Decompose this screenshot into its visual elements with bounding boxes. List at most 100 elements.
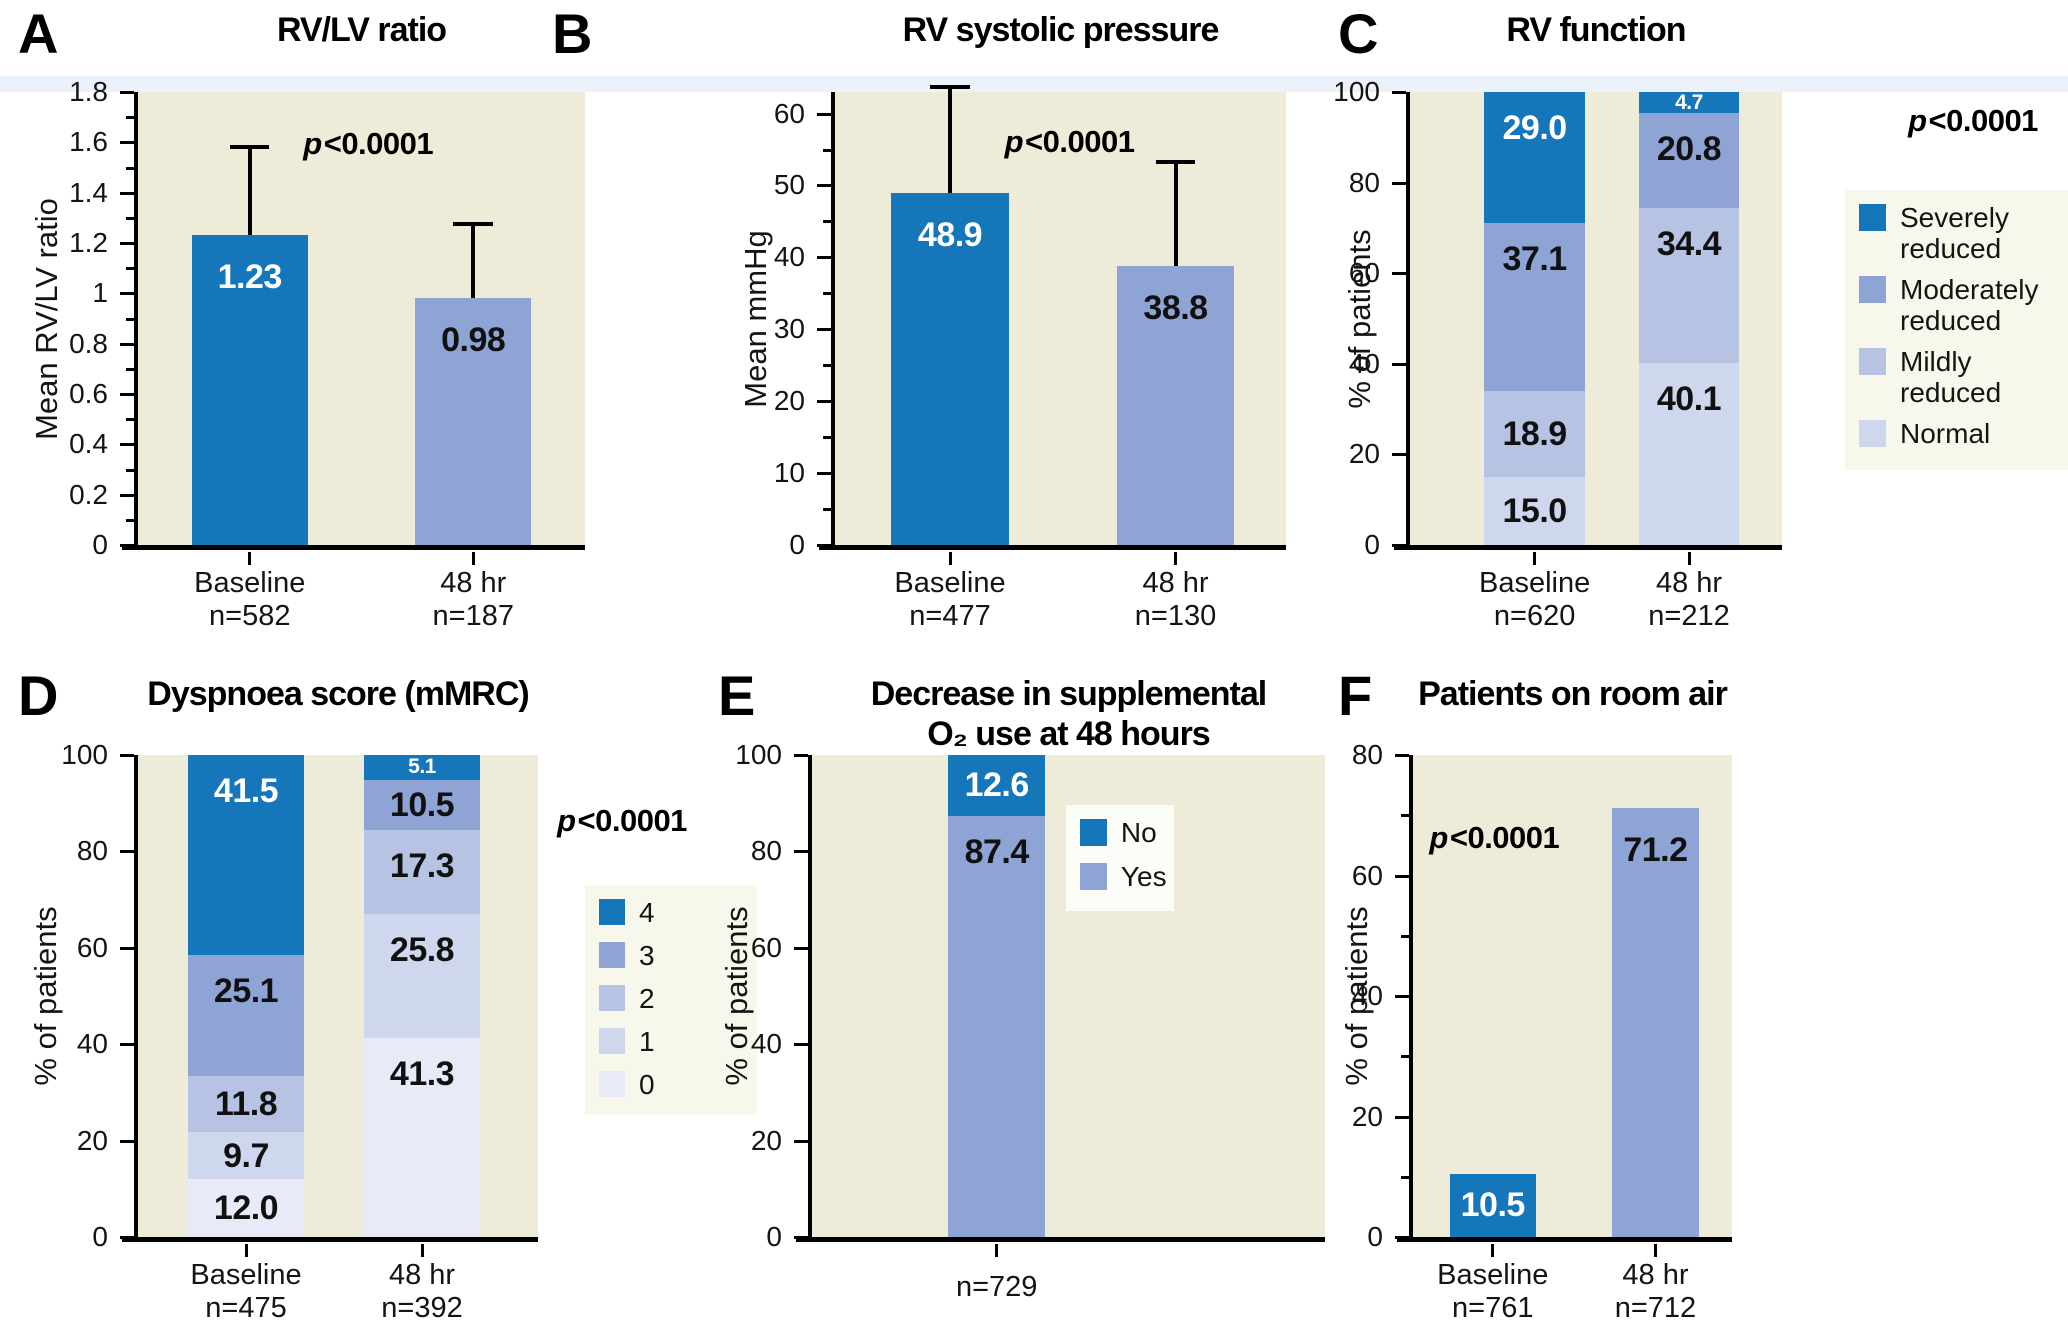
legend-label: 4	[639, 897, 655, 928]
x-category-tick	[471, 552, 475, 565]
y-tick-label: 1.4	[69, 176, 108, 208]
y-tick-label: 0	[789, 529, 805, 560]
y-axis-line	[1409, 755, 1413, 1237]
x-category-tick	[1687, 552, 1691, 565]
y-major-tick	[817, 400, 831, 404]
y-major-tick	[120, 191, 134, 195]
y-tick-label: 0.8	[69, 327, 108, 359]
y-tick-label: 1.8	[69, 76, 108, 107]
y-tick-label: 80	[750, 835, 782, 867]
legend-label: Severely reduced	[1900, 202, 2009, 264]
x-axis-line	[122, 1237, 538, 1242]
y-tick-label: 0	[92, 1221, 108, 1252]
x-category-label: Baseline n=761	[1437, 1259, 1548, 1325]
x-category-label: Baseline n=475	[190, 1259, 301, 1325]
y-tick-label: 60	[773, 97, 805, 129]
x-category-label-line: n=582	[209, 600, 291, 632]
x-category-label-line: n=130	[1134, 600, 1217, 632]
panel-letter-e: E	[718, 664, 755, 727]
bar: 10.5	[1449, 1173, 1536, 1237]
y-major-tick	[1395, 874, 1409, 878]
bar-segment: 37.1	[1484, 223, 1585, 392]
legend-item: 2	[585, 983, 757, 1026]
panel-title-f: Patients on room air	[1418, 675, 1728, 713]
legend-swatch	[1859, 420, 1886, 447]
y-tick-label: 1	[92, 277, 108, 309]
y-minor-tick	[823, 148, 831, 152]
bar-segment: 15.0	[1484, 477, 1585, 545]
p-value-label: p<0.0001	[1429, 820, 1560, 856]
y-minor-tick	[126, 367, 134, 371]
legend-item: No	[1066, 817, 1174, 861]
bar-value-label: 0.98	[441, 321, 506, 360]
y-axis-line	[808, 755, 812, 1237]
y-major-tick	[1395, 1236, 1409, 1239]
y-major-tick	[1392, 453, 1406, 457]
y-major-tick	[817, 112, 831, 116]
x-category-tick	[1491, 1244, 1495, 1257]
bar-value-label: 12.6	[964, 766, 1030, 805]
x-category-label-line: n=761	[1452, 1292, 1534, 1324]
panel-title-e-line1: Decrease in supplemental	[870, 675, 1268, 713]
y-minor-tick	[823, 292, 831, 296]
y-minor-tick	[126, 468, 134, 472]
panel-title-d: Dyspnoea score (mMRC)	[147, 675, 529, 713]
y-minor-tick	[1401, 1175, 1409, 1179]
bar-segment: 18.9	[1484, 391, 1585, 478]
y-tick-label: 100	[1333, 76, 1380, 107]
y-major-tick	[120, 242, 134, 245]
bar-value-label: 4.7	[1675, 90, 1703, 114]
y-major-tick	[120, 493, 134, 497]
x-axis-line	[122, 545, 585, 550]
bar: 71.2	[1612, 808, 1699, 1237]
x-category-label-line: n=712	[1614, 1292, 1697, 1324]
error-cap	[229, 144, 270, 149]
x-category-tick	[1533, 552, 1537, 565]
x-category-tick	[248, 552, 252, 565]
y-major-tick	[120, 1236, 134, 1239]
bar-value-label: 10.5	[389, 785, 455, 824]
x-category-label-line: 48 hr	[440, 567, 507, 599]
y-tick-label: 100	[735, 739, 782, 770]
y-tick-label: 80	[76, 835, 108, 867]
x-category-label: 48 hr n=712	[1615, 1259, 1696, 1325]
y-tick-label: 0	[1364, 529, 1380, 560]
plot-area: 10.5 71.2 p<0.0001	[1413, 755, 1732, 1237]
y-tick-label: 20	[1351, 1100, 1383, 1132]
y-major-tick	[120, 292, 134, 296]
y-major-tick	[794, 754, 808, 757]
bar-segment: 10.5	[364, 779, 480, 831]
panel-title-c: RV function	[1506, 11, 1686, 49]
y-tick-label: 1.2	[69, 227, 108, 258]
y-major-tick	[794, 1236, 808, 1239]
y-tick-label: 0.4	[69, 428, 108, 460]
y-tick-label: 60	[1348, 257, 1380, 289]
y-major-tick	[817, 328, 831, 332]
bar-segment: 20.8	[1638, 113, 1740, 208]
y-tick-label: 30	[773, 313, 805, 345]
panel-title-a: RV/LV ratio	[276, 11, 447, 49]
bar-value-label: 41.3	[389, 1054, 455, 1093]
legend-item: 4	[585, 897, 757, 940]
y-tick-label: 60	[1351, 859, 1383, 891]
y-tick-label: 40	[773, 241, 805, 273]
panel-title-e: Decrease in supplemental O₂ use at 48 ho…	[812, 674, 1325, 754]
y-minor-tick	[1401, 1055, 1409, 1059]
y-minor-tick	[823, 364, 831, 368]
x-category-label: 48 hr n=130	[1135, 567, 1216, 633]
y-tick-label: 1.6	[69, 126, 108, 158]
bar-value-label: 38.8	[1143, 289, 1208, 327]
y-tick-label: 40	[1348, 347, 1380, 379]
bar: 1.23	[191, 235, 308, 545]
bar-value-label: 5.1	[408, 755, 436, 779]
legend-item: Moderately reduced	[1845, 274, 2068, 346]
y-major-tick	[794, 1043, 808, 1047]
y-tick-label: 20	[76, 1124, 108, 1156]
legend-swatch	[599, 1071, 625, 1097]
bar: 38.8	[1116, 266, 1235, 545]
legend-label: 0	[639, 1069, 655, 1100]
legend-swatch	[1859, 276, 1886, 303]
x-category-label-line: n=620	[1493, 600, 1576, 632]
y-major-tick	[794, 850, 808, 854]
